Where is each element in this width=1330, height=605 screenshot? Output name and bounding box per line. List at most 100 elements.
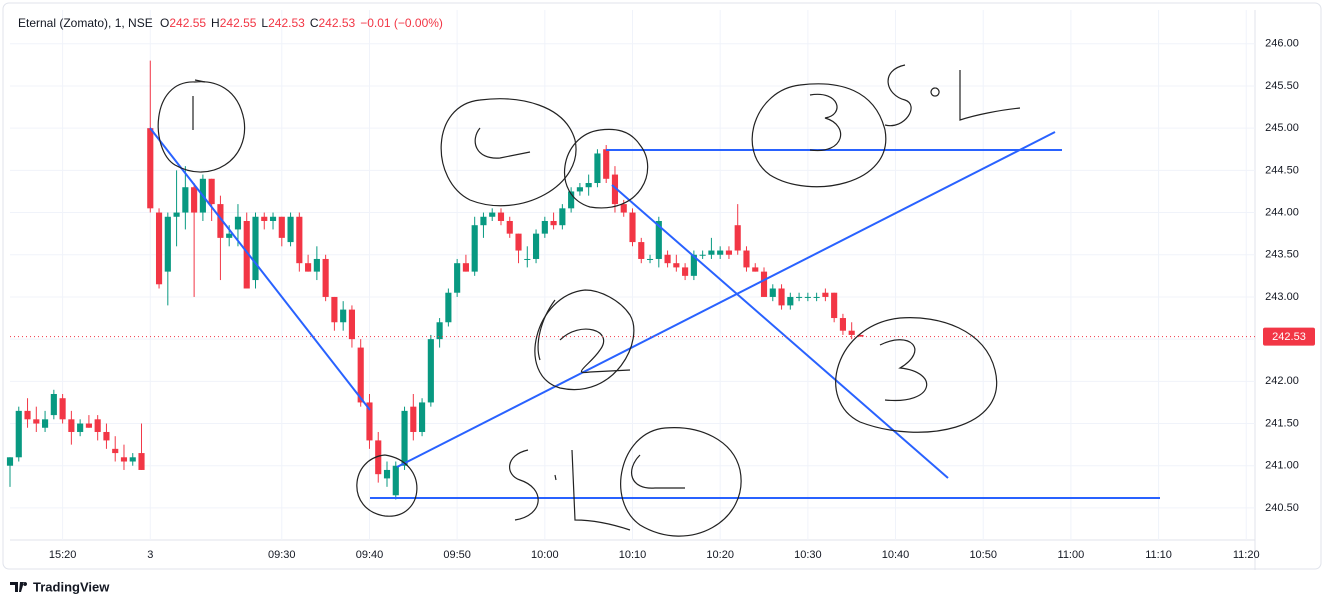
candle-body — [576, 187, 583, 192]
candle-body — [15, 410, 22, 458]
candle-body — [532, 233, 540, 259]
candle-body — [717, 250, 724, 255]
candle-body — [182, 187, 189, 213]
candle-body — [559, 208, 566, 226]
candle-body — [94, 419, 101, 432]
candle-body — [410, 406, 417, 432]
sketch-mark — [192, 79, 206, 130]
candle-body — [155, 212, 163, 285]
candle-body — [813, 296, 820, 298]
ohlc-value: 242.53 — [268, 16, 305, 30]
brand: TradingView — [10, 579, 110, 594]
candle-body — [313, 258, 320, 272]
sketches — [157, 64, 1021, 537]
candle-body — [804, 296, 811, 298]
x-tick-label: 09:50 — [443, 549, 471, 561]
candle-body — [857, 334, 864, 337]
candle-body — [673, 263, 680, 268]
candle-body — [769, 288, 776, 297]
candle-body — [489, 212, 496, 217]
candle-body — [682, 267, 689, 276]
sketch-mark — [631, 454, 685, 489]
candle-body — [822, 292, 829, 297]
candle-body — [454, 263, 461, 293]
x-tick-label: 15:20 — [49, 549, 77, 561]
sketch-circle — [157, 81, 246, 173]
candle-body — [436, 322, 443, 340]
candle-body — [243, 220, 250, 289]
x-tick-label: 10:30 — [794, 549, 822, 561]
y-tick-label: 245.50 — [1265, 80, 1299, 92]
y-tick-label: 241.00 — [1265, 460, 1299, 472]
candle-body — [760, 271, 768, 297]
ohlc-key: C — [310, 16, 319, 30]
candle-body — [848, 330, 855, 335]
sketch-mark — [537, 299, 631, 374]
y-tick-label: 246.00 — [1265, 38, 1299, 50]
candle-body — [392, 465, 399, 496]
candle-body — [375, 440, 382, 475]
candle-body — [226, 233, 233, 238]
candle-body — [112, 448, 119, 454]
x-tick-label: 10:00 — [531, 549, 559, 561]
candle-body — [234, 216, 242, 230]
candle-body — [138, 453, 145, 470]
sketch-circle — [440, 98, 577, 207]
candle-body — [427, 339, 434, 403]
candle-body — [120, 457, 128, 462]
candle-body — [252, 216, 259, 281]
candle-body — [734, 225, 741, 251]
candle-body — [699, 254, 706, 256]
sketch-mark — [474, 127, 531, 159]
ohlc-key: L — [261, 16, 268, 30]
candle-body — [50, 393, 57, 416]
change: −0.01 (−0.00%) — [360, 16, 443, 30]
candles — [6, 60, 864, 500]
drawings — [149, 127, 1160, 499]
candle-body — [296, 216, 303, 264]
x-tick-label: 10:20 — [706, 549, 734, 561]
candle-body — [278, 216, 285, 238]
y-tick-label: 245.00 — [1265, 122, 1299, 134]
candle-body — [541, 220, 548, 234]
candle-body — [287, 216, 294, 243]
x-tick-label: 09:30 — [268, 549, 296, 561]
candle-body — [497, 212, 505, 221]
candle-body — [383, 469, 391, 479]
trend-line — [149, 127, 371, 411]
ohlc-key: H — [211, 16, 220, 30]
ohlc-legend: O 242.55 H 242.55 L 242.53 C 242.53 −0.01 (−0.00… — [160, 16, 443, 30]
x-tick-label: 11:00 — [1058, 549, 1085, 561]
brand-name: TradingView — [33, 579, 110, 594]
trend-line — [396, 131, 1056, 468]
candle-body — [524, 258, 531, 260]
sketch-circle — [620, 427, 742, 537]
candle-body — [585, 183, 592, 188]
candle-body — [173, 212, 180, 217]
candle-body — [103, 431, 110, 441]
candle-body — [655, 220, 662, 259]
candle-body — [568, 191, 575, 209]
candle-body — [515, 233, 522, 251]
x-tick-label: 11:20 — [1233, 549, 1260, 561]
candle-body — [778, 288, 785, 306]
candle-body — [690, 254, 697, 276]
candle-body — [629, 212, 636, 243]
candle-body — [839, 318, 846, 331]
candle-body — [24, 410, 31, 420]
candle-body — [831, 292, 838, 319]
x-tick-label: 09:40 — [356, 549, 384, 561]
candle-body — [340, 309, 347, 323]
x-tick-label: 10:50 — [969, 549, 997, 561]
brand-logo — [10, 582, 28, 592]
sketch-mark — [879, 339, 928, 402]
sketch-mark — [509, 449, 631, 531]
candle-body — [305, 263, 312, 272]
candle-body — [603, 149, 610, 179]
x-tick-label: 10:10 — [619, 549, 647, 561]
candle-body — [42, 419, 49, 428]
ohlc-value: 242.53 — [318, 16, 355, 30]
candle-body — [664, 254, 671, 264]
